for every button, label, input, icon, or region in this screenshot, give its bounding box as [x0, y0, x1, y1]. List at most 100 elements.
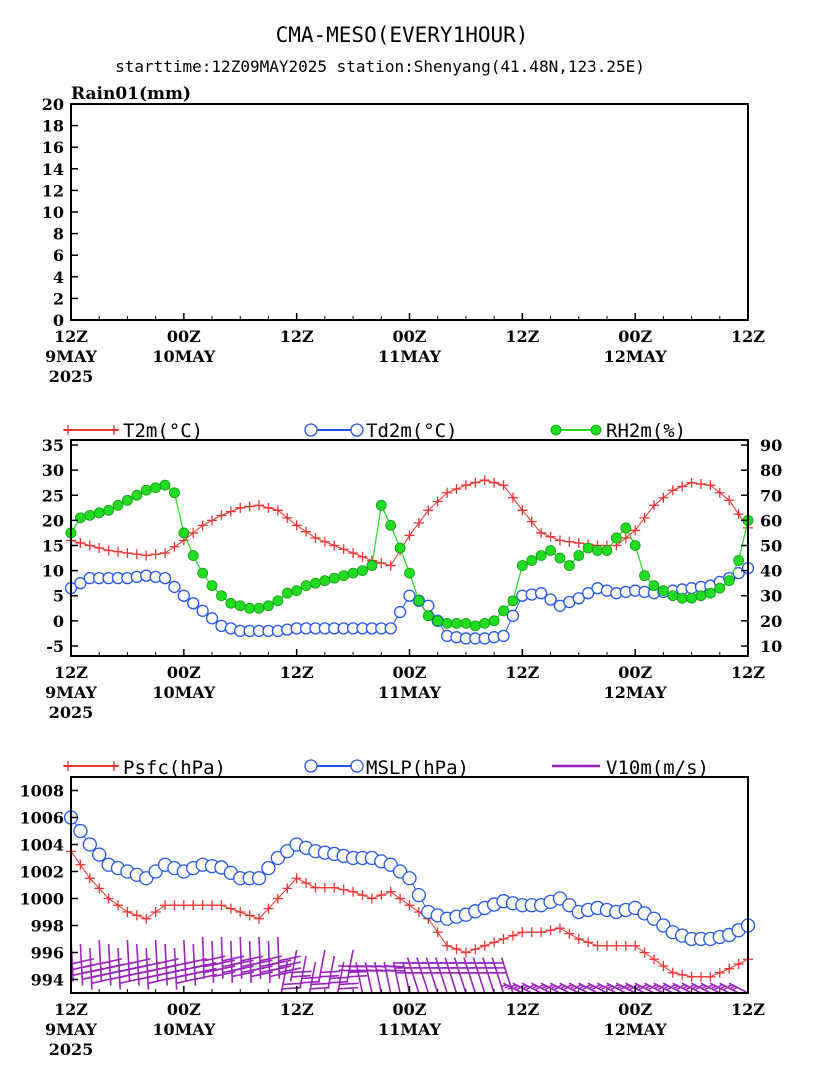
rh2m-marker: [733, 555, 744, 566]
pressure-xtick-date: 12MAY: [604, 1020, 668, 1039]
psfc-marker: [404, 900, 415, 911]
t2m-marker: [385, 560, 396, 571]
rain-plot-frame: [70, 103, 749, 321]
wind-barb-feather: [683, 985, 688, 989]
t2m-marker: [310, 532, 321, 543]
rh2m-marker: [573, 550, 585, 561]
rh2m-marker: [714, 582, 726, 594]
wind-barb-feather: [586, 983, 592, 988]
psfc-marker: [733, 958, 744, 969]
psfc-marker: [160, 900, 171, 911]
wind-barb-feather: [530, 983, 535, 988]
rh2m-marker: [469, 620, 481, 632]
psfc-marker: [592, 940, 603, 951]
rain-panel-title: Rain01(mm): [71, 84, 191, 104]
t2m-marker: [376, 558, 387, 569]
wind-barb-feather: [269, 965, 292, 972]
wind-barb-feather: [629, 986, 635, 991]
rh2m-marker: [441, 617, 453, 629]
wind-barb-feather: [339, 982, 359, 986]
rh2m-marker: [460, 617, 472, 629]
wind-barb-feather: [329, 980, 349, 984]
rain-xtick-label: 00Z: [167, 327, 201, 346]
wind-barb-feather: [282, 982, 303, 986]
t2m-marker: [442, 487, 453, 498]
td2m-marker: [582, 587, 595, 600]
wind-barb-staff: [550, 982, 570, 994]
t2m-marker: [413, 517, 424, 528]
wind-barb-feather: [579, 985, 585, 989]
rain-xtick-label: 00Z: [393, 327, 427, 346]
t2m-marker: [517, 505, 528, 516]
wind-barb-feather: [714, 986, 719, 991]
rain-ytick-label: 10: [42, 203, 64, 222]
legend-t2m-symbol: [109, 425, 119, 435]
rh2m-marker: [84, 509, 96, 521]
wind-barb-staff: [672, 982, 692, 994]
pressure-xtick-label: 12Z: [731, 1000, 765, 1019]
psfc-marker: [207, 900, 218, 911]
pressure-ytick-label: 1008: [19, 782, 64, 801]
legend-rh2m-symbol: [550, 424, 562, 436]
mslp-marker: [411, 887, 427, 903]
rain-ytick-label: 20: [42, 95, 64, 114]
wind-barb-staff: [503, 982, 523, 994]
mslp-marker: [402, 871, 417, 886]
wind-barb-feather: [645, 985, 651, 989]
temp-ytick-label: -5: [46, 637, 64, 656]
wind-barb-feather: [595, 983, 601, 988]
wind-barb-feather: [601, 986, 606, 991]
pressure-wind-panel: Psfc(hPa) MSLP(hPa) V10m(m/s) 994 996 998 1…: [19, 757, 765, 1059]
psfc-marker: [75, 859, 86, 870]
wind-barb-feather: [269, 971, 292, 978]
t2m-marker: [554, 535, 565, 546]
wind-barb-feather: [347, 974, 368, 978]
wind-barb-feather: [526, 986, 531, 991]
rh2m-marker: [159, 479, 171, 491]
wind-barb-feather: [544, 986, 550, 991]
psfc-marker: [517, 927, 528, 938]
mslp-marker: [73, 823, 88, 839]
rh2m-marker: [234, 600, 246, 612]
t2m-marker: [131, 549, 142, 560]
temp-ytick-label: 20: [42, 511, 64, 530]
t2m-marker: [470, 477, 481, 488]
wind-barb-feather: [704, 986, 710, 991]
wind-barb-staff: [691, 982, 711, 994]
wind-barb-feather: [667, 986, 672, 991]
psfc-marker: [348, 886, 359, 897]
td2m-marker: [497, 629, 510, 643]
rh2m-marker: [516, 560, 528, 571]
temp-xtick-label: 00Z: [393, 663, 427, 682]
rain-xtick-date: 11MAY: [378, 347, 442, 366]
rain-ytick-label: 8: [53, 225, 64, 244]
wind-barb-feather: [711, 985, 717, 989]
temp-ytick-label: 35: [42, 436, 64, 455]
wind-barb-staff: [681, 982, 702, 994]
psfc-marker: [197, 900, 208, 911]
t2m-marker: [160, 548, 171, 559]
wind-barb-feather: [708, 983, 714, 988]
psfc-marker: [113, 900, 124, 911]
t2m-marker: [103, 545, 114, 556]
t2m-marker: [648, 500, 659, 511]
rh2m-marker: [432, 615, 444, 627]
t2m-marker: [705, 480, 716, 491]
wind-barb-feather: [291, 974, 311, 978]
t2m-marker: [225, 506, 236, 517]
temp-xtick-year: 2025: [49, 703, 94, 722]
wind-barb-feather: [727, 983, 733, 988]
wind-barb-feather: [514, 985, 519, 989]
wind-barb-feather: [664, 985, 670, 989]
wind-barb-staff: [587, 982, 608, 994]
legend-psfc-symbol: [63, 761, 73, 771]
rh2m-marker: [451, 617, 462, 629]
rh2m-marker: [582, 542, 594, 554]
rh2m-marker: [253, 602, 265, 614]
rain-ytick-label: 16: [42, 138, 64, 157]
rh2m-marker: [535, 550, 547, 561]
wind-barb-feather: [542, 985, 547, 989]
psfc-marker: [103, 893, 114, 904]
temp-ytick-label: 5: [53, 587, 64, 606]
mslp-marker: [261, 860, 276, 876]
